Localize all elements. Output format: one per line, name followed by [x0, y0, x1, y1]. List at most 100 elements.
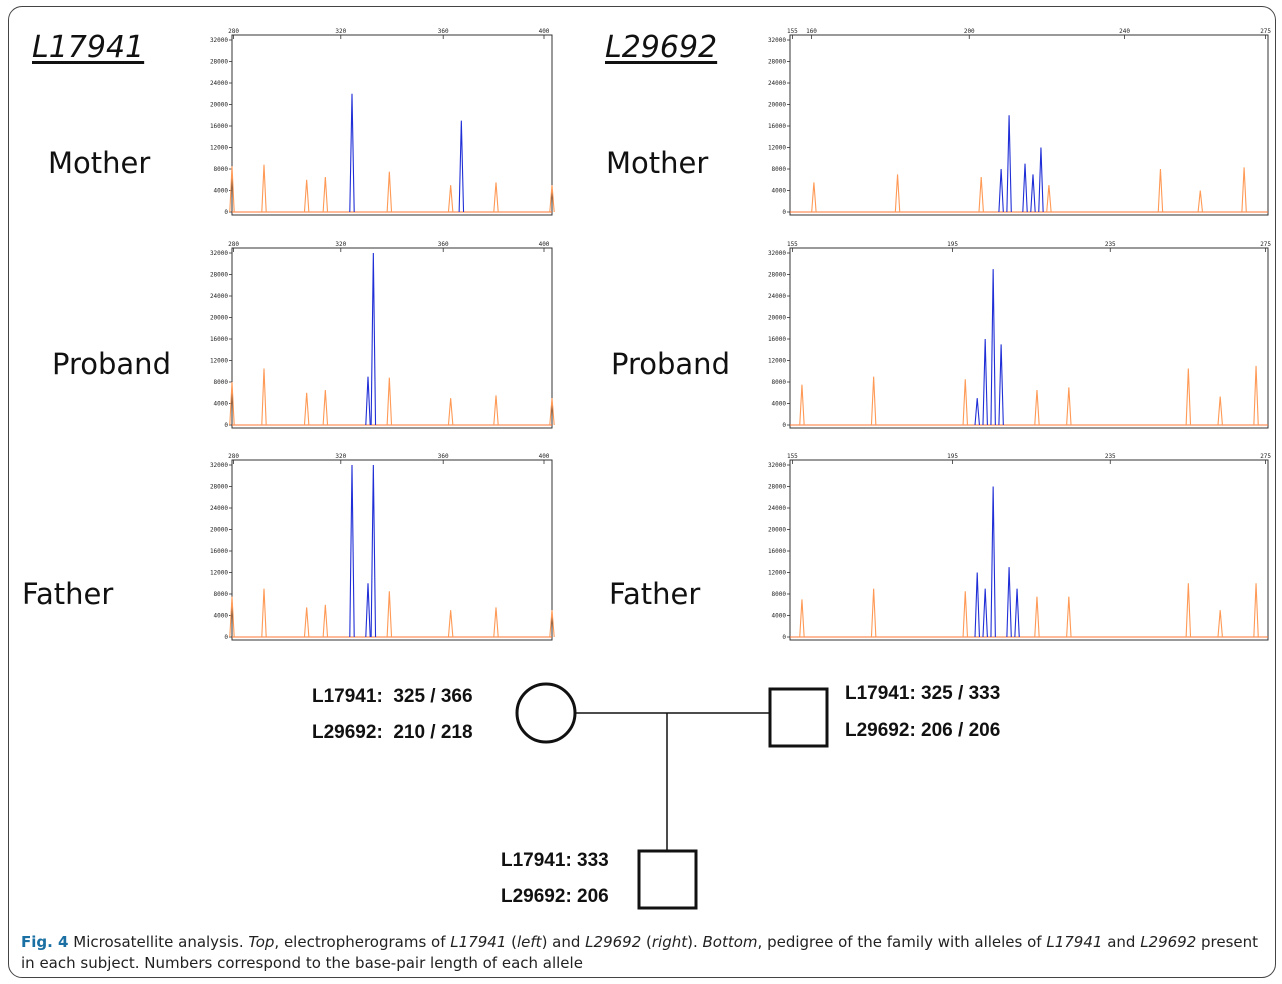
size-standard-peak — [1066, 387, 1072, 426]
allele-peak — [982, 588, 988, 638]
marker-title-right: L29692 — [605, 30, 718, 65]
y-tick-label: 32000 — [210, 250, 228, 257]
size-standard-peak — [1241, 167, 1247, 213]
x-tick-label: 155 — [787, 453, 798, 460]
y-tick-label: 8000 — [214, 166, 229, 173]
y-tick-label: 16000 — [210, 123, 228, 130]
size-standard-peak — [1185, 583, 1192, 638]
y-tick-label: 8000 — [214, 379, 229, 386]
electropherogram-l29692-father: 155 195 235 275 32000 28000 24000 20000 16000 120… — [768, 453, 1271, 641]
size-standard-peak — [1185, 368, 1192, 426]
caption-part: L29692 — [585, 933, 642, 951]
electropherogram-l17941-mother: 280 320 360 400 32000 28000 24000 20000 16000 120… — [210, 28, 555, 216]
size-standard-peak — [447, 610, 454, 638]
y-tick-label: 32000 — [768, 37, 786, 44]
y-tick-label: 24000 — [768, 80, 786, 87]
size-standard-peak — [322, 604, 329, 638]
plot-frame — [789, 459, 1269, 641]
caption-part: left — [517, 933, 542, 951]
size-standard-peak — [549, 610, 555, 638]
size-standard-peak — [229, 166, 235, 213]
x-tick-label: 320 — [335, 28, 346, 35]
electropherogram-l17941-father: 280 320 360 400 32000 28000 24000 20000 16000 120… — [210, 453, 555, 641]
allele-peak — [365, 583, 371, 638]
plot-frame — [231, 34, 553, 216]
allele-peak — [974, 398, 980, 426]
y-tick-label: 32000 — [210, 462, 228, 469]
size-standard-peak — [549, 185, 555, 213]
size-standard-peak — [493, 607, 499, 638]
caption-part: ) and — [541, 933, 586, 951]
mother-circle-symbol — [515, 682, 577, 744]
caption-text: Microsatellite analysis. Top, electrophe… — [21, 933, 1258, 972]
x-tick-label: 400 — [539, 241, 550, 248]
father-allele-l17941: L17941: 325 / 333 — [845, 683, 1001, 704]
electropherogram-l29692-mother: 155 160 200 240 275 32000 28000 24000 20000 16000… — [768, 28, 1271, 216]
allele-peak — [349, 93, 355, 213]
x-tick-label: 275 — [1260, 241, 1271, 248]
y-tick-label: 8000 — [214, 591, 229, 598]
father-square-symbol — [768, 687, 829, 748]
y-tick-label: 28000 — [768, 484, 786, 491]
y-tick-label: 4000 — [214, 401, 229, 408]
y-tick-label: 4000 — [772, 613, 787, 620]
caption-part: ). — [687, 933, 703, 951]
allele-peak — [365, 376, 371, 426]
x-tick-label: 160 — [806, 28, 817, 35]
caption-part: , pedigree of the family with alleles of — [757, 933, 1047, 951]
size-standard-peak — [229, 381, 235, 426]
allele-peak — [1030, 174, 1036, 213]
y-tick-label: 8000 — [772, 591, 787, 598]
size-standard-peak — [1253, 583, 1259, 638]
size-standard-peak — [386, 591, 393, 638]
marker-title-left: L17941 — [32, 30, 145, 65]
proband-allele-l17941: L17941: 333 — [501, 850, 609, 871]
size-standard-peak — [1046, 185, 1052, 213]
caption-part: ( — [641, 933, 652, 951]
caption-part: Bottom — [702, 933, 758, 951]
size-standard-peak — [962, 379, 969, 426]
caption-label: Fig. 4 — [21, 933, 69, 951]
figure-frame — [8, 6, 1276, 978]
y-tick-label: 32000 — [768, 462, 786, 469]
allele-peak — [990, 486, 996, 638]
size-standard-peak — [1034, 596, 1040, 638]
label-right-mother: Mother — [606, 146, 709, 180]
allele-peak — [1022, 163, 1028, 213]
y-tick-label: 32000 — [210, 37, 228, 44]
x-tick-label: 155 — [787, 28, 798, 35]
size-standard-peak — [1066, 596, 1072, 638]
caption-part: ( — [506, 933, 517, 951]
y-tick-label: 12000 — [210, 358, 228, 365]
caption-part: and — [1102, 933, 1141, 951]
proband-allele-l29692: L29692: 206 — [501, 886, 609, 907]
allele-peak — [1014, 588, 1020, 638]
y-tick-label: 0 — [782, 209, 786, 216]
size-standard-peak — [1217, 396, 1223, 426]
x-tick-label: 280 — [228, 28, 239, 35]
label-left-proband: Proband — [52, 347, 171, 381]
size-standard-peak — [894, 174, 901, 213]
size-standard-peak — [799, 384, 805, 426]
plot-frame — [231, 247, 553, 429]
y-tick-label: 0 — [782, 422, 786, 429]
y-tick-label: 24000 — [210, 80, 228, 87]
x-tick-label: 400 — [539, 28, 550, 35]
y-tick-label: 28000 — [768, 59, 786, 66]
size-standard-peak — [493, 182, 499, 213]
y-tick-label: 4000 — [772, 188, 787, 195]
size-standard-peak — [1217, 610, 1223, 638]
y-tick-label: 16000 — [210, 336, 228, 343]
size-standard-peak — [962, 591, 969, 638]
y-tick-label: 12000 — [210, 570, 228, 577]
allele-peak — [1038, 147, 1044, 213]
label-left-mother: Mother — [48, 146, 151, 180]
label-right-father: Father — [609, 577, 701, 611]
y-tick-label: 28000 — [768, 272, 786, 279]
caption-part: L29692 — [1140, 933, 1197, 951]
size-standard-peak — [303, 607, 310, 638]
caption-part: Top — [248, 933, 275, 951]
y-tick-label: 20000 — [768, 315, 786, 322]
